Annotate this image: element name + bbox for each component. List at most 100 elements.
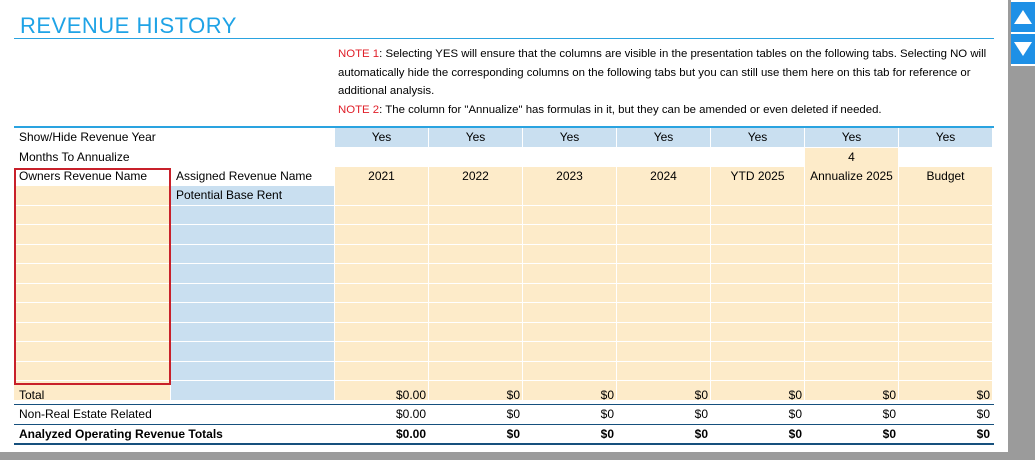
revenue-value-input[interactable]: [711, 283, 805, 303]
revenue-value-input[interactable]: [523, 244, 617, 264]
revenue-value-input[interactable]: [899, 264, 993, 284]
scroll-down-button[interactable]: [1011, 34, 1035, 64]
revenue-value-input[interactable]: [429, 283, 523, 303]
show-hide-toggle-6[interactable]: Yes: [899, 128, 993, 148]
owners-revenue-input[interactable]: [14, 322, 171, 342]
scroll-up-button[interactable]: [1011, 2, 1035, 32]
revenue-value-input[interactable]: [429, 264, 523, 284]
assigned-revenue-input[interactable]: [171, 264, 335, 284]
owners-revenue-input[interactable]: [14, 186, 171, 206]
revenue-value-input[interactable]: [617, 205, 711, 225]
revenue-value-input[interactable]: [805, 381, 899, 401]
owners-revenue-input[interactable]: [14, 381, 171, 401]
assigned-revenue-input[interactable]: [171, 303, 335, 323]
revenue-value-input[interactable]: [523, 186, 617, 206]
show-hide-toggle-5[interactable]: Yes: [805, 128, 899, 148]
revenue-value-input[interactable]: [429, 244, 523, 264]
revenue-value-input[interactable]: [805, 186, 899, 206]
revenue-value-input[interactable]: [899, 361, 993, 381]
revenue-value-input[interactable]: [899, 205, 993, 225]
revenue-value-input[interactable]: [899, 322, 993, 342]
revenue-value-input[interactable]: [617, 244, 711, 264]
revenue-value-input[interactable]: [617, 186, 711, 206]
owners-revenue-input[interactable]: [14, 303, 171, 323]
revenue-value-input[interactable]: [899, 303, 993, 323]
show-hide-toggle-3[interactable]: Yes: [617, 128, 711, 148]
revenue-value-input[interactable]: [617, 342, 711, 362]
revenue-value-input[interactable]: [805, 264, 899, 284]
revenue-value-input[interactable]: [711, 186, 805, 206]
revenue-value-input[interactable]: [523, 264, 617, 284]
revenue-value-input[interactable]: [523, 342, 617, 362]
revenue-value-input[interactable]: [335, 225, 429, 245]
revenue-value-input[interactable]: [899, 225, 993, 245]
revenue-value-input[interactable]: [805, 303, 899, 323]
assigned-revenue-input[interactable]: [171, 361, 335, 381]
revenue-value-input[interactable]: [805, 342, 899, 362]
owners-revenue-input[interactable]: [14, 264, 171, 284]
revenue-value-input[interactable]: [335, 186, 429, 206]
revenue-value-input[interactable]: [429, 186, 523, 206]
assigned-revenue-input[interactable]: [171, 381, 335, 401]
revenue-value-input[interactable]: [335, 205, 429, 225]
revenue-value-input[interactable]: [899, 381, 993, 401]
assigned-revenue-input[interactable]: Potential Base Rent: [171, 186, 335, 206]
owners-revenue-input[interactable]: [14, 225, 171, 245]
revenue-value-input[interactable]: [711, 244, 805, 264]
assigned-revenue-input[interactable]: [171, 342, 335, 362]
revenue-value-input[interactable]: [523, 361, 617, 381]
revenue-value-input[interactable]: [335, 322, 429, 342]
revenue-value-input[interactable]: [335, 381, 429, 401]
revenue-value-input[interactable]: [711, 225, 805, 245]
revenue-value-input[interactable]: [899, 283, 993, 303]
revenue-value-input[interactable]: [711, 322, 805, 342]
revenue-value-input[interactable]: [429, 381, 523, 401]
revenue-value-input[interactable]: [805, 322, 899, 342]
revenue-value-input[interactable]: [617, 381, 711, 401]
revenue-value-input[interactable]: [711, 303, 805, 323]
revenue-value-input[interactable]: [805, 225, 899, 245]
revenue-value-input[interactable]: [335, 303, 429, 323]
months-annualize-input[interactable]: 4: [805, 148, 899, 168]
assigned-revenue-input[interactable]: [171, 322, 335, 342]
assigned-revenue-input[interactable]: [171, 283, 335, 303]
revenue-value-input[interactable]: [805, 361, 899, 381]
revenue-value-input[interactable]: [523, 283, 617, 303]
revenue-value-input[interactable]: [523, 381, 617, 401]
revenue-value-input[interactable]: [523, 205, 617, 225]
revenue-value-input[interactable]: [711, 264, 805, 284]
revenue-value-input[interactable]: [429, 322, 523, 342]
revenue-value-input[interactable]: [429, 205, 523, 225]
owners-revenue-input[interactable]: [14, 361, 171, 381]
revenue-value-input[interactable]: [617, 283, 711, 303]
owners-revenue-input[interactable]: [14, 342, 171, 362]
revenue-value-input[interactable]: [617, 361, 711, 381]
revenue-value-input[interactable]: [617, 303, 711, 323]
revenue-value-input[interactable]: [523, 322, 617, 342]
owners-revenue-input[interactable]: [14, 283, 171, 303]
show-hide-toggle-4[interactable]: Yes: [711, 128, 805, 148]
revenue-value-input[interactable]: [523, 303, 617, 323]
revenue-value-input[interactable]: [805, 205, 899, 225]
revenue-value-input[interactable]: [335, 283, 429, 303]
revenue-value-input[interactable]: [711, 342, 805, 362]
revenue-value-input[interactable]: [711, 361, 805, 381]
revenue-value-input[interactable]: [711, 205, 805, 225]
owners-revenue-input[interactable]: [14, 244, 171, 264]
assigned-revenue-input[interactable]: [171, 244, 335, 264]
revenue-value-input[interactable]: [711, 381, 805, 401]
revenue-value-input[interactable]: [335, 244, 429, 264]
revenue-value-input[interactable]: [617, 322, 711, 342]
revenue-value-input[interactable]: [805, 283, 899, 303]
revenue-value-input[interactable]: [429, 361, 523, 381]
revenue-value-input[interactable]: [429, 342, 523, 362]
show-hide-toggle-1[interactable]: Yes: [429, 128, 523, 148]
revenue-value-input[interactable]: [617, 264, 711, 284]
assigned-revenue-input[interactable]: [171, 205, 335, 225]
revenue-value-input[interactable]: [523, 225, 617, 245]
revenue-value-input[interactable]: [335, 342, 429, 362]
show-hide-toggle-0[interactable]: Yes: [335, 128, 429, 148]
revenue-value-input[interactable]: [617, 225, 711, 245]
revenue-value-input[interactable]: [899, 186, 993, 206]
revenue-value-input[interactable]: [429, 225, 523, 245]
